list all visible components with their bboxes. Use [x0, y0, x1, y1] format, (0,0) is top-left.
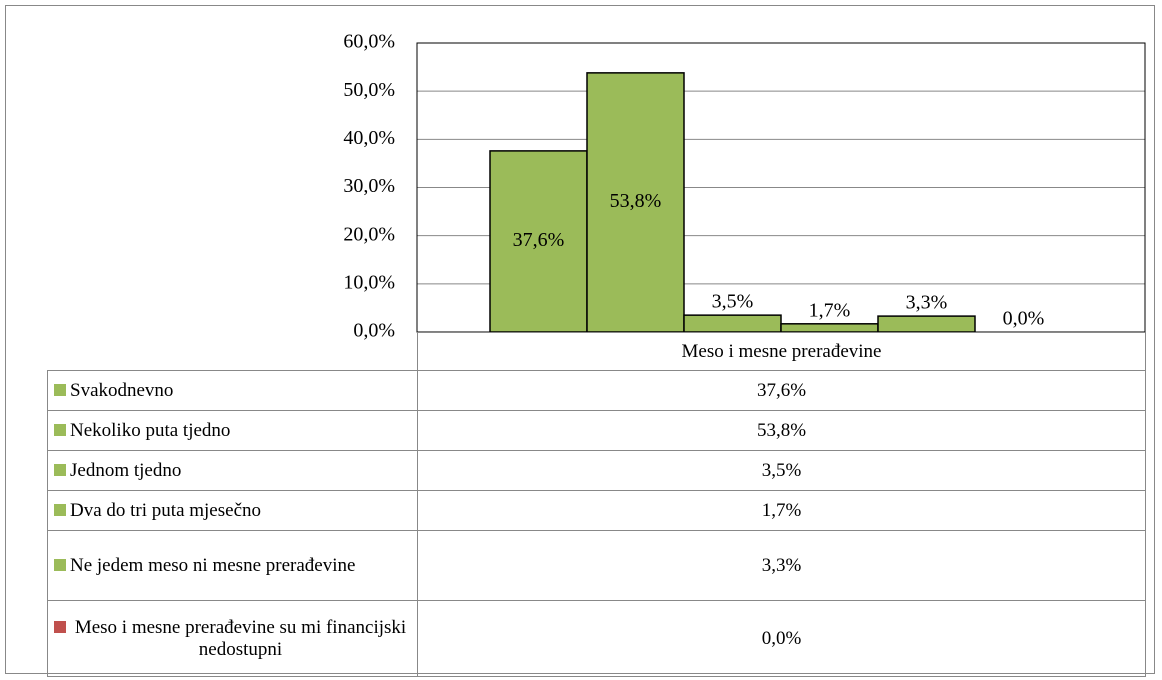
table-row: Meso i mesne prerađevine su mi financijs… — [47, 600, 1146, 677]
legend-label: Ne jedem meso ni mesne prerađevine — [70, 554, 356, 576]
table-row: Dva do tri puta mjesečno 1,7% — [47, 490, 1146, 531]
y-tick-label: 60,0% — [343, 31, 395, 53]
data-label: 1,7% — [809, 299, 851, 321]
legend-label: Jednom tjedno — [70, 459, 182, 481]
legend-cell: Dva do tri puta mjesečno — [47, 490, 418, 531]
table-value: 3,3% — [417, 530, 1146, 601]
y-tick-label: 20,0% — [343, 223, 395, 245]
category-label: Meso i mesne prerađevine — [417, 332, 1146, 371]
legend-entry: Nekoliko puta tjedno — [54, 420, 411, 442]
table-row: Svakodnevno 37,6% — [47, 370, 1146, 411]
legend-label: Svakodnevno — [70, 379, 174, 401]
y-tick-label: 0,0% — [353, 320, 395, 342]
legend-cell: Nekoliko puta tjedno — [47, 410, 418, 451]
legend-cell: Meso i mesne prerađevine su mi financijs… — [47, 600, 418, 677]
legend-label: Meso i mesne prerađevine su mi financijs… — [74, 616, 407, 660]
bar — [683, 314, 782, 333]
legend-cell: Ne jedem meso ni mesne prerađevine — [47, 530, 418, 601]
table-corner — [48, 333, 418, 371]
y-tick-label: 10,0% — [343, 271, 395, 293]
data-label: 3,5% — [712, 291, 754, 313]
legend-key — [54, 463, 66, 476]
data-table: Meso i mesne prerađevine Svakodnevno 37,6%… — [47, 332, 1146, 677]
legend-label: Nekoliko puta tjedno — [70, 419, 231, 441]
data-label: 0,0% — [1003, 308, 1045, 330]
legend-entry: Dva do tri puta mjesečno — [54, 500, 411, 522]
table-row: Ne jedem meso ni mesne prerađevine 3,3% — [47, 530, 1146, 601]
data-label: 37,6% — [513, 229, 565, 251]
table-value: 53,8% — [417, 410, 1146, 451]
table-value: 1,7% — [417, 490, 1146, 531]
bar — [877, 315, 976, 333]
legend-key — [54, 423, 66, 436]
table-row: Nekoliko puta tjedno 53,8% — [47, 410, 1146, 451]
legend-label: Dva do tri puta mjesečno — [70, 499, 262, 521]
legend-entry: Svakodnevno — [54, 380, 411, 402]
table-value: 3,5% — [417, 450, 1146, 491]
legend-cell: Jednom tjedno — [47, 450, 418, 491]
table-value: 0,0% — [417, 600, 1146, 677]
table-row: Jednom tjedno 3,5% — [47, 450, 1146, 491]
table-value: 37,6% — [417, 370, 1146, 411]
data-label: 3,3% — [906, 292, 948, 314]
legend-key — [54, 620, 66, 633]
bar — [586, 72, 685, 333]
bar — [489, 150, 588, 333]
bar — [780, 323, 879, 333]
legend-entry: Ne jedem meso ni mesne prerađevine — [54, 555, 411, 577]
table-row: Meso i mesne prerađevine — [48, 332, 1146, 371]
y-tick-label: 40,0% — [343, 127, 395, 149]
y-tick-label: 50,0% — [343, 79, 395, 101]
data-label: 53,8% — [610, 190, 662, 212]
legend-entry: Jednom tjedno — [54, 460, 411, 482]
y-tick-label: 30,0% — [343, 175, 395, 197]
legend-cell: Svakodnevno — [47, 370, 418, 411]
legend-key — [54, 503, 66, 516]
legend-key — [54, 383, 66, 396]
legend-entry: Meso i mesne prerađevine su mi financijs… — [54, 617, 411, 661]
legend-key — [54, 558, 66, 571]
